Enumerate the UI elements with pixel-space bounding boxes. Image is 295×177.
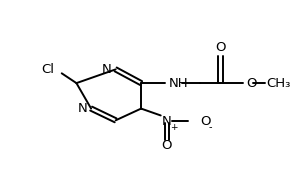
Text: N: N <box>162 115 171 128</box>
Text: -: - <box>209 122 212 132</box>
Text: NH: NH <box>168 77 188 90</box>
Text: N: N <box>102 63 112 76</box>
Text: Cl: Cl <box>41 63 54 76</box>
Text: N: N <box>78 102 87 115</box>
Text: O: O <box>161 139 172 152</box>
Text: O: O <box>200 115 210 128</box>
Text: CH₃: CH₃ <box>267 77 291 90</box>
Text: O: O <box>215 41 226 54</box>
Text: O: O <box>246 77 256 90</box>
Text: +: + <box>171 123 178 132</box>
